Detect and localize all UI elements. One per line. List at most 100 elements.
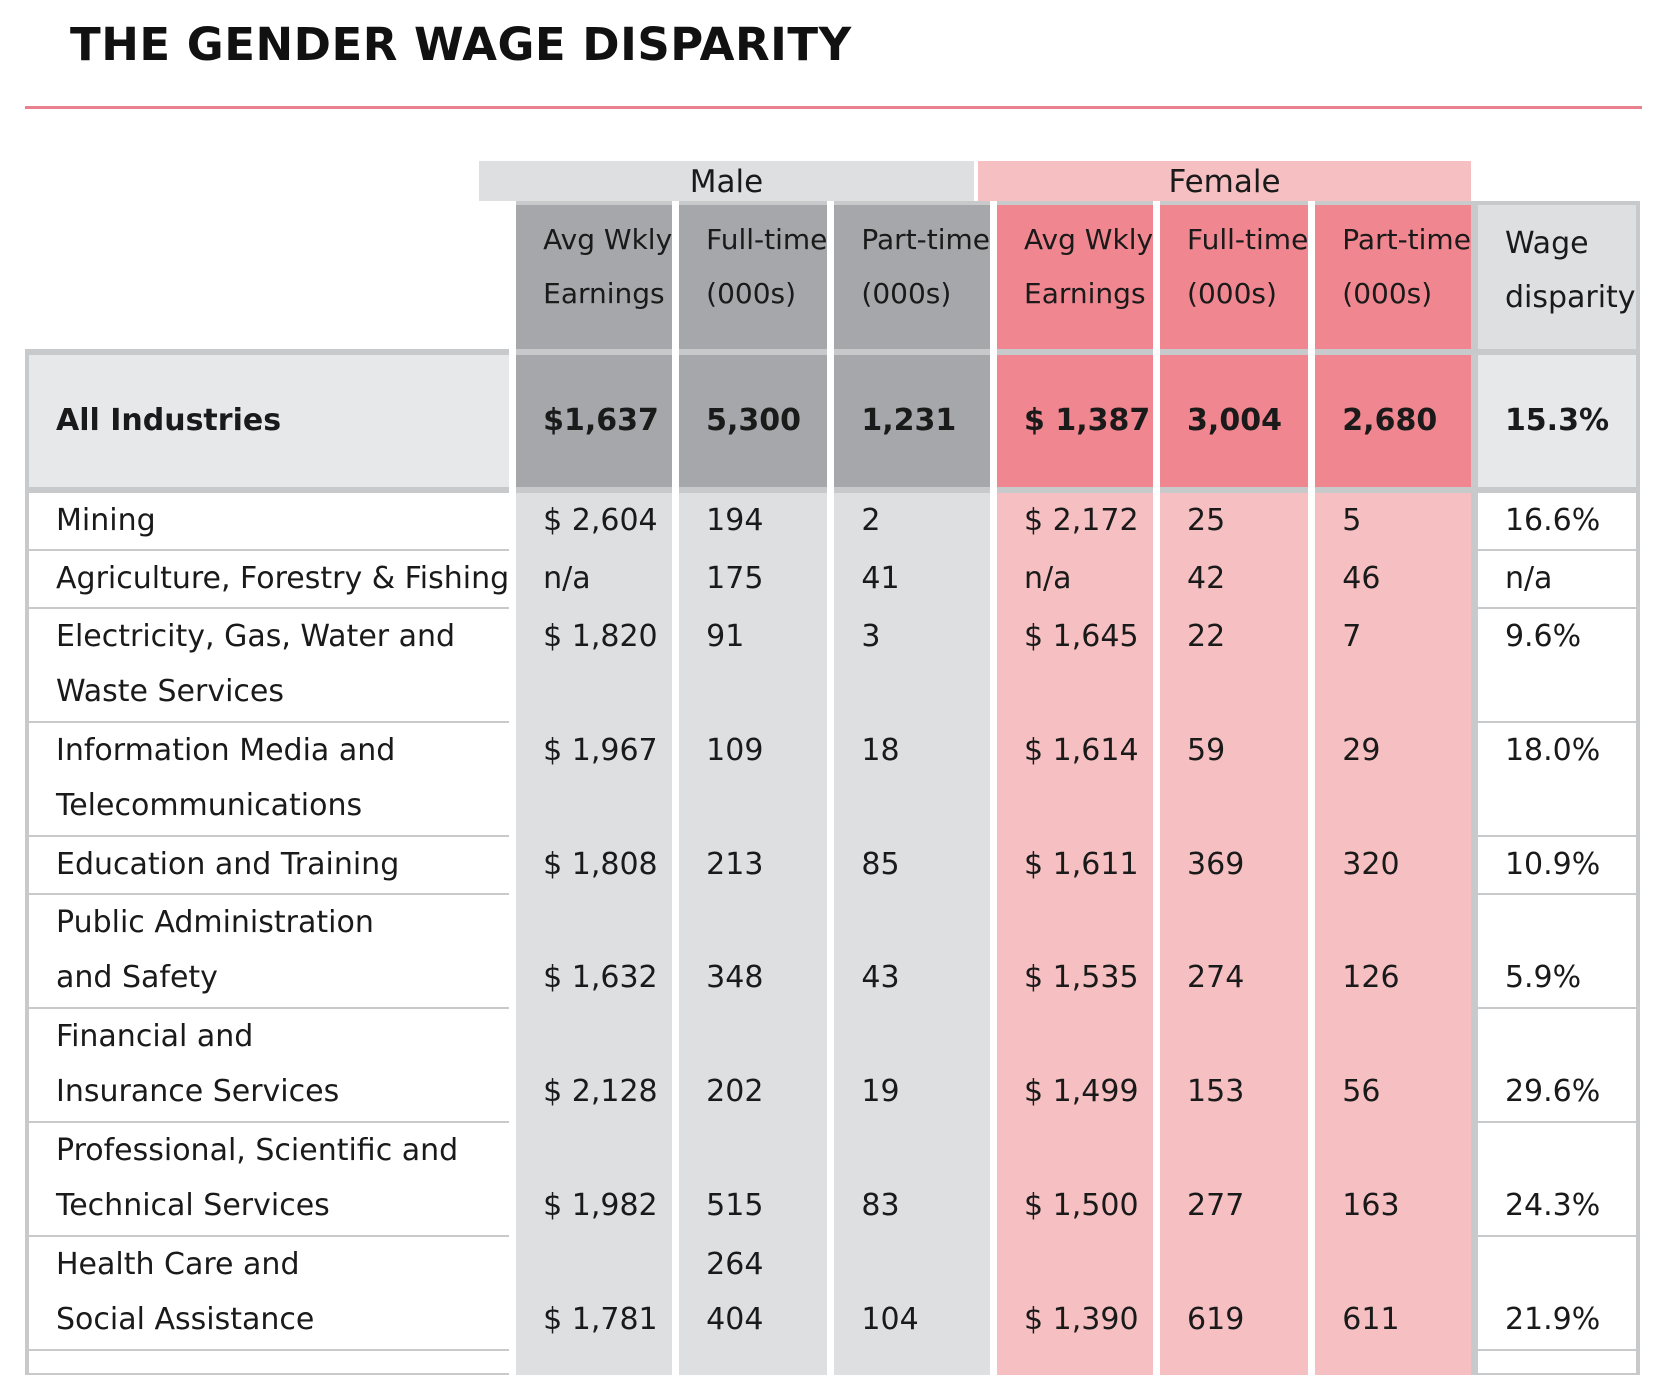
female-ft-cell: 25: [1153, 490, 1312, 551]
table-row: Professional, Scientific and Technical Se…: [25, 1122, 1640, 1237]
industry-label: Electricity, Gas, Water and Waste Service…: [25, 608, 513, 723]
wage-disparity-cell: 16.6%: [1470, 490, 1640, 551]
female-pt-cell: 56: [1308, 1008, 1475, 1123]
wage-table: Avg Wkly Earnings Full-time (000s) Part-ti…: [25, 201, 1640, 1375]
male-avg-cell: $ 1,820: [509, 608, 676, 723]
female-avg-cell: n/a: [990, 550, 1157, 609]
female-ft-cell: 153: [1153, 1008, 1312, 1123]
all-industries-row: All Industries $1,637 5,300 1,231 $ 1,38…: [25, 349, 1640, 493]
wage-disparity-cell: 10.9%: [1470, 836, 1640, 895]
table-row-partial: [25, 1350, 1640, 1375]
partial-cell: [25, 1350, 513, 1375]
wage-disparity-cell: 5.9%: [1470, 894, 1640, 1009]
female-ft-cell: 59: [1153, 722, 1312, 837]
table-row: Electricity, Gas, Water and Waste Service…: [25, 608, 1640, 723]
male-group-header: Male: [479, 161, 974, 201]
industry-label: Education and Training: [25, 836, 513, 895]
male-ft-cell: 202: [672, 1008, 831, 1123]
female-group-header: Female: [978, 161, 1471, 201]
all-male-pt: 1,231: [827, 349, 994, 493]
partial-cell: [672, 1350, 831, 1375]
male-avg-cell: $ 1,808: [509, 836, 676, 895]
male-ft-cell: 348: [672, 894, 831, 1009]
male-ft-cell: 264 404: [672, 1236, 831, 1351]
industry-label: Health Care and Social Assistance: [25, 1236, 513, 1351]
partial-cell: [827, 1350, 994, 1375]
table-row: Public Administration and Safety $ 1,632 …: [25, 894, 1640, 1009]
industry-label: Public Administration and Safety: [25, 894, 513, 1009]
female-pt-cell: 7: [1308, 608, 1475, 723]
partial-cell: [509, 1350, 676, 1375]
male-ft-cell: 213: [672, 836, 831, 895]
header-male-pt: Part-time (000s): [827, 201, 994, 352]
male-ft-cell: 194: [672, 490, 831, 551]
all-male-ft: 5,300: [672, 349, 831, 493]
header-male-avg: Avg Wkly Earnings: [509, 201, 676, 352]
all-wage-disparity: 15.3%: [1470, 349, 1640, 493]
wage-disparity-cell: 29.6%: [1470, 1008, 1640, 1123]
female-avg-cell: $ 1,645: [990, 608, 1157, 723]
female-pt-cell: 29: [1308, 722, 1475, 837]
header-female-pt: Part-time (000s): [1308, 201, 1475, 352]
header-female-ft: Full-time (000s): [1153, 201, 1312, 352]
industry-label: Information Media and Telecommunications: [25, 722, 513, 837]
partial-cell: [1153, 1350, 1312, 1375]
female-ft-cell: 274: [1153, 894, 1312, 1009]
industry-label: Professional, Scientific and Technical Se…: [25, 1122, 513, 1237]
industry-label: Mining: [25, 490, 513, 551]
female-avg-cell: $ 2,172: [990, 490, 1157, 551]
female-pt-cell: 320: [1308, 836, 1475, 895]
header-blank: [27, 203, 513, 352]
male-pt-cell: 83: [827, 1122, 994, 1237]
header-wage-disparity: Wage disparity: [1470, 201, 1640, 352]
title-divider: [25, 106, 1642, 109]
wage-disparity-cell: 21.9%: [1470, 1236, 1640, 1351]
male-avg-cell: $ 1,781: [509, 1236, 676, 1351]
table-row: Health Care and Social Assistance $ 1,781…: [25, 1236, 1640, 1351]
male-avg-cell: n/a: [509, 550, 676, 609]
table-row: Education and Training $ 1,808 213 85 $ 1,61…: [25, 836, 1640, 895]
wage-disparity-cell: n/a: [1470, 550, 1640, 609]
male-pt-cell: 2: [827, 490, 994, 551]
all-male-avg: $1,637: [509, 349, 676, 493]
male-ft-cell: 109: [672, 722, 831, 837]
industry-label: Agriculture, Forestry & Fishing: [25, 550, 513, 609]
female-pt-cell: 611: [1308, 1236, 1475, 1351]
female-ft-cell: 369: [1153, 836, 1312, 895]
table-row: Mining $ 2,604 194 2 $ 2,172 25 5 16.6%: [25, 490, 1640, 551]
male-ft-cell: 515: [672, 1122, 831, 1237]
header-male-ft: Full-time (000s): [672, 201, 831, 352]
header-female-avg: Avg Wkly Earnings: [990, 201, 1157, 352]
female-pt-cell: 126: [1308, 894, 1475, 1009]
female-pt-cell: 46: [1308, 550, 1475, 609]
male-pt-cell: 43: [827, 894, 994, 1009]
table-row: Information Media and Telecommunications $…: [25, 722, 1640, 837]
partial-cell: [1470, 1350, 1640, 1375]
wage-disparity-cell: 9.6%: [1470, 608, 1640, 723]
male-pt-cell: 104: [827, 1236, 994, 1351]
male-pt-cell: 19: [827, 1008, 994, 1123]
all-female-avg: $ 1,387: [990, 349, 1157, 493]
male-avg-cell: $ 2,604: [509, 490, 676, 551]
female-ft-cell: 619: [1153, 1236, 1312, 1351]
all-female-pt: 2,680: [1308, 349, 1475, 493]
male-avg-cell: $ 2,128: [509, 1008, 676, 1123]
table-row: Agriculture, Forestry & Fishing n/a 175 41 n…: [25, 550, 1640, 609]
female-avg-cell: $ 1,390: [990, 1236, 1157, 1351]
male-pt-cell: 18: [827, 722, 994, 837]
female-avg-cell: $ 1,499: [990, 1008, 1157, 1123]
table-row: Financial and Insurance Services $ 2,128 …: [25, 1008, 1640, 1123]
industry-label: Financial and Insurance Services: [25, 1008, 513, 1123]
all-female-ft: 3,004: [1153, 349, 1312, 493]
female-pt-cell: 5: [1308, 490, 1475, 551]
male-ft-cell: 91: [672, 608, 831, 723]
female-avg-cell: $ 1,614: [990, 722, 1157, 837]
female-avg-cell: $ 1,611: [990, 836, 1157, 895]
partial-cell: [1308, 1350, 1475, 1375]
female-pt-cell: 163: [1308, 1122, 1475, 1237]
column-header-row: Avg Wkly Earnings Full-time (000s) Part-ti…: [27, 201, 1640, 352]
female-ft-cell: 42: [1153, 550, 1312, 609]
male-avg-cell: $ 1,632: [509, 894, 676, 1009]
all-industries-label: All Industries: [25, 349, 513, 493]
female-avg-cell: $ 1,535: [990, 894, 1157, 1009]
